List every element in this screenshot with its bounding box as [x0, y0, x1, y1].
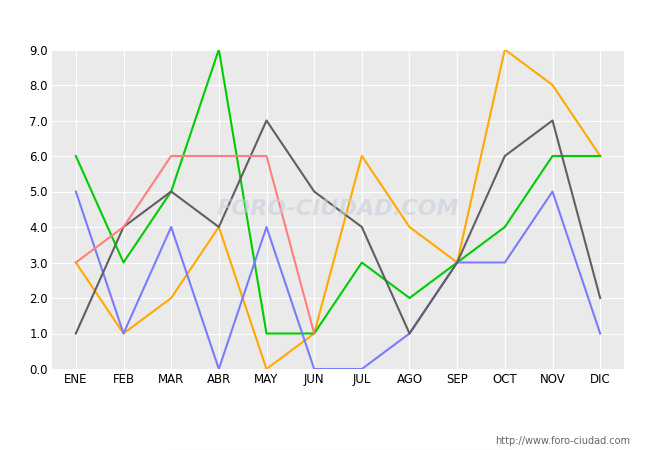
Text: http://www.foro-ciudad.com: http://www.foro-ciudad.com [495, 436, 630, 446]
Text: Matriculaciones de Vehiculos en Espejo: Matriculaciones de Vehiculos en Espejo [162, 11, 488, 29]
Text: FORO-CIUDAD.COM: FORO-CIUDAD.COM [216, 199, 460, 219]
